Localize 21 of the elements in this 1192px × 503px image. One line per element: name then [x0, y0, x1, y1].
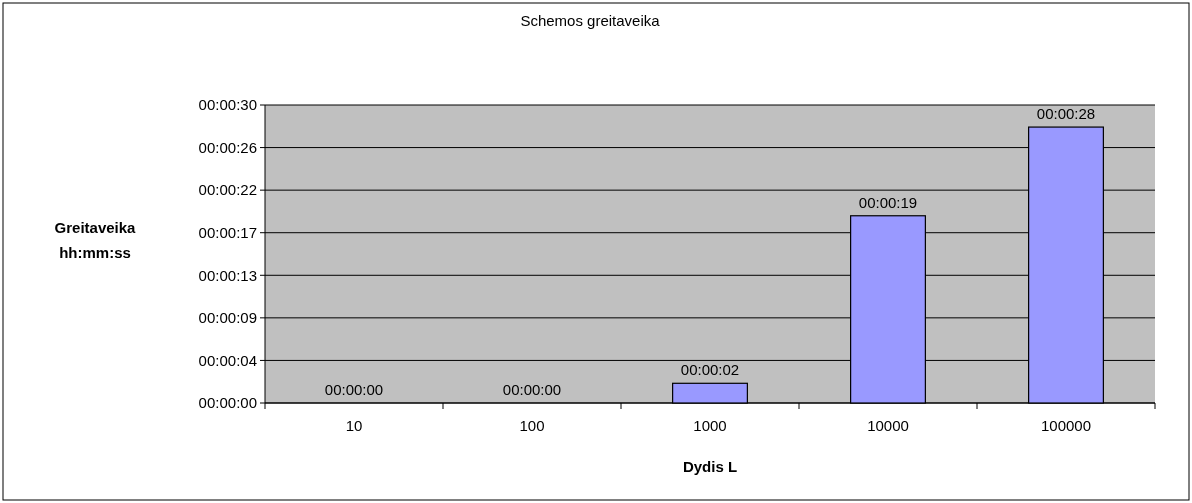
y-tick-label: 00:00:09 — [198, 309, 257, 327]
x-tick-label: 10000 — [867, 417, 909, 434]
x-axis-title: Dydis L — [682, 458, 738, 475]
y-tick-label: 00:00:30 — [198, 96, 257, 114]
y-tick-label: 00:00:00 — [198, 394, 257, 412]
y-tick-label: 00:00:04 — [198, 351, 257, 369]
y-tick-label: 00:00:26 — [198, 138, 257, 156]
data-label: 00:00:00 — [502, 381, 562, 398]
y-tick-label: 00:00:17 — [198, 223, 257, 241]
data-label: 00:00:00 — [324, 381, 384, 398]
y-tick-label: 00:00:13 — [198, 266, 257, 284]
data-label: 00:00:19 — [858, 193, 918, 211]
x-tick-label: 1000 — [693, 417, 727, 434]
y-tick-label: 00:00:22 — [198, 181, 257, 199]
x-tick-label: 10 — [345, 417, 363, 434]
data-label: 00:00:28 — [1036, 105, 1096, 123]
chart-title: Schemos greitaveika — [520, 12, 661, 29]
data-label: 00:00:02 — [680, 361, 740, 379]
x-tick-label: 100000 — [1040, 417, 1092, 434]
x-tick-label: 100 — [519, 417, 545, 434]
y-axis-title: Greitaveika hh:mm:ss — [54, 219, 137, 261]
